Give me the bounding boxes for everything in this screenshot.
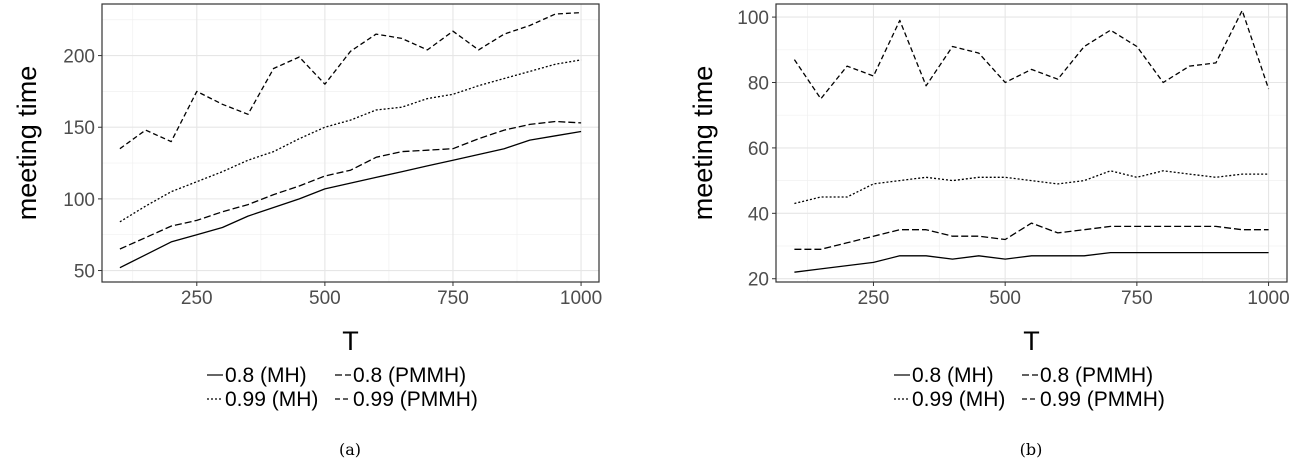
legend-label: 0.99 (PMMH) — [1040, 388, 1165, 411]
x-tick-label: 1000 — [1247, 288, 1289, 309]
x-tick-label: 1000 — [560, 288, 602, 309]
legend-label: 0.99 (MH) — [912, 388, 1005, 411]
legend-label: 0.8 (MH) — [225, 364, 307, 387]
x-tick-label: 750 — [1121, 288, 1153, 309]
series-line-0-99-mh- — [794, 170, 1269, 205]
plot-border — [775, 3, 1288, 283]
plot-background — [102, 4, 599, 282]
y-tick-label: 100 — [737, 8, 769, 29]
x-tick-label: 500 — [309, 288, 341, 309]
y-tick-label: 80 — [748, 73, 769, 94]
x-axis-title: T — [342, 326, 359, 356]
panel-caption: (b) — [1020, 440, 1043, 459]
x-tick-label: 250 — [858, 288, 890, 309]
legend: 0.8 (MH) 0.8 (PMMH) 0.99 (MH) 0.99 (PMMH) — [207, 364, 478, 411]
series-line-0-99-mh- — [119, 59, 582, 223]
plot-border — [101, 3, 600, 283]
y-tick-label: 40 — [748, 204, 769, 225]
legend-label: 0.8 (PMMH) — [1040, 364, 1153, 387]
series-line-0-99-pmmh- — [793, 9, 1270, 100]
legend: 0.8 (MH) 0.8 (PMMH) 0.99 (MH) 0.99 (PMMH) — [894, 364, 1165, 411]
y-axis-title: meeting time — [688, 66, 718, 221]
y-tick-label: 200 — [63, 47, 95, 68]
legend-label: 0.8 (MH) — [912, 364, 994, 387]
legend-label: 0.8 (PMMH) — [353, 364, 466, 387]
legend-label: 0.99 (PMMH) — [353, 388, 478, 411]
y-axis-title: meeting time — [12, 66, 42, 221]
series-line-0-8-pmmh- — [794, 222, 1269, 250]
y-tick-label: 100 — [63, 190, 95, 211]
x-tick-label: 750 — [437, 288, 469, 309]
y-tick-label: 50 — [74, 262, 95, 283]
legend-label: 0.99 (MH) — [225, 388, 318, 411]
x-tick-label: 250 — [181, 288, 213, 309]
panel-caption: (a) — [339, 440, 361, 459]
y-tick-label: 20 — [748, 270, 769, 291]
series-line-0-99-pmmh- — [119, 11, 582, 150]
y-tick-label: 150 — [63, 118, 95, 139]
y-tick-label: 60 — [748, 139, 769, 160]
plot-background — [776, 4, 1287, 282]
x-tick-label: 500 — [989, 288, 1021, 309]
series-line-0-8-pmmh- — [119, 120, 582, 250]
series-line-0-8-mh- — [119, 130, 582, 269]
x-axis-title: T — [1023, 326, 1040, 356]
series-line-0-8-mh- — [794, 251, 1269, 273]
